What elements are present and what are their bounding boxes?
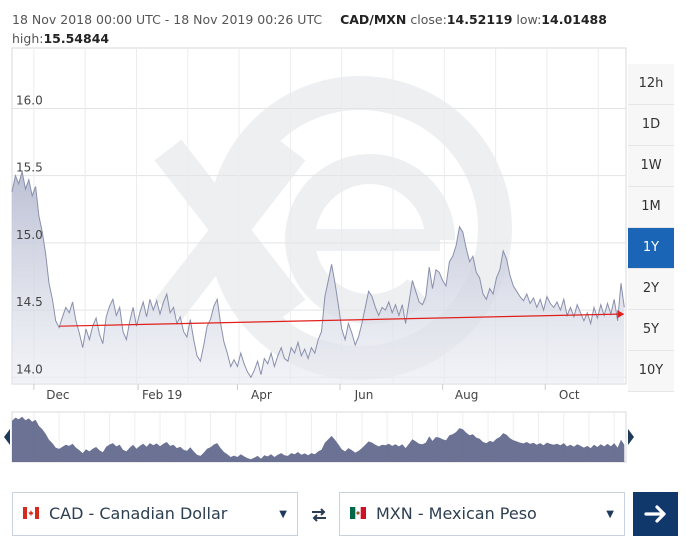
rate-chart[interactable]: 14.0 14.5 15.0 15.5 16.0 Dec Feb 19 Apr Jun Aug O… [0, 0, 686, 480]
y-axis: 14.0 14.5 15.0 15.5 16.0 [16, 93, 43, 376]
high-label: high: [12, 31, 44, 46]
convert-go-button[interactable] [633, 492, 678, 536]
trend-line [59, 310, 625, 327]
navigator[interactable] [4, 411, 634, 463]
x-axis: Dec Feb 19 Apr Jun Aug Oct [33, 384, 580, 402]
date-range: 18 Nov 2018 00:00 UTC - 18 Nov 2019 00:2… [12, 12, 323, 27]
canada-flag-icon [23, 507, 39, 519]
low-label: low: [516, 12, 542, 27]
range-button-1w[interactable]: 1W [628, 146, 674, 187]
caret-down-icon: ▼ [279, 509, 287, 520]
y-tick-label: 16.0 [16, 93, 43, 107]
navigator-left-handle [4, 429, 10, 445]
to-currency-label: MXN - Mexican Peso [376, 504, 537, 523]
chart-summary: 18 Nov 2018 00:00 UTC - 18 Nov 2019 00:2… [12, 10, 632, 48]
x-tick-label: Oct [559, 388, 580, 402]
currency-pair: CAD/MXN [340, 12, 407, 27]
area-line [11, 171, 625, 379]
arrow-right-icon [644, 505, 666, 523]
range-button-1m[interactable]: 1M [628, 187, 674, 228]
from-currency-label: CAD - Canadian Dollar [49, 504, 228, 523]
range-button-10y[interactable]: 10Y [628, 351, 674, 392]
y-tick-label: 14.0 [16, 362, 43, 376]
x-tick-label: Jun [354, 388, 374, 402]
close-value: 14.52119 [446, 12, 513, 27]
caret-down-icon: ▼ [606, 509, 614, 520]
y-tick-label: 15.0 [16, 228, 43, 242]
swap-arrows-icon[interactable] [309, 505, 329, 525]
x-tick-label: Apr [251, 388, 272, 402]
x-tick-label: Dec [46, 388, 69, 402]
range-button-5y[interactable]: 5Y [628, 310, 674, 351]
y-tick-label: 14.5 [16, 295, 43, 309]
area-fill [12, 171, 625, 384]
range-button-1d[interactable]: 1D [628, 105, 674, 146]
rate-series [11, 171, 625, 384]
from-currency-select[interactable]: CAD - Canadian Dollar ▼ [12, 492, 298, 536]
trend-arrow-head [617, 310, 625, 319]
range-button-2y[interactable]: 2Y [628, 269, 674, 310]
low-value: 14.01488 [541, 12, 607, 27]
close-label: close: [410, 12, 447, 27]
to-currency-select[interactable]: MXN - Mexican Peso ▼ [339, 492, 625, 536]
navigator-right-handle [628, 429, 634, 445]
range-button-12h[interactable]: 12h [628, 64, 674, 105]
trend-line-segment [59, 313, 619, 327]
mexico-flag-icon [350, 507, 366, 519]
range-selector: 12h 1D 1W 1M 1Y 2Y 5Y 10Y [628, 64, 674, 392]
x-tick-label: Aug [455, 388, 478, 402]
high-value: 15.54844 [43, 31, 110, 46]
x-tick-label: Feb 19 [142, 388, 182, 402]
navigator-area [12, 416, 625, 462]
range-button-1y[interactable]: 1Y [628, 228, 674, 269]
y-tick-label: 15.5 [16, 161, 43, 175]
